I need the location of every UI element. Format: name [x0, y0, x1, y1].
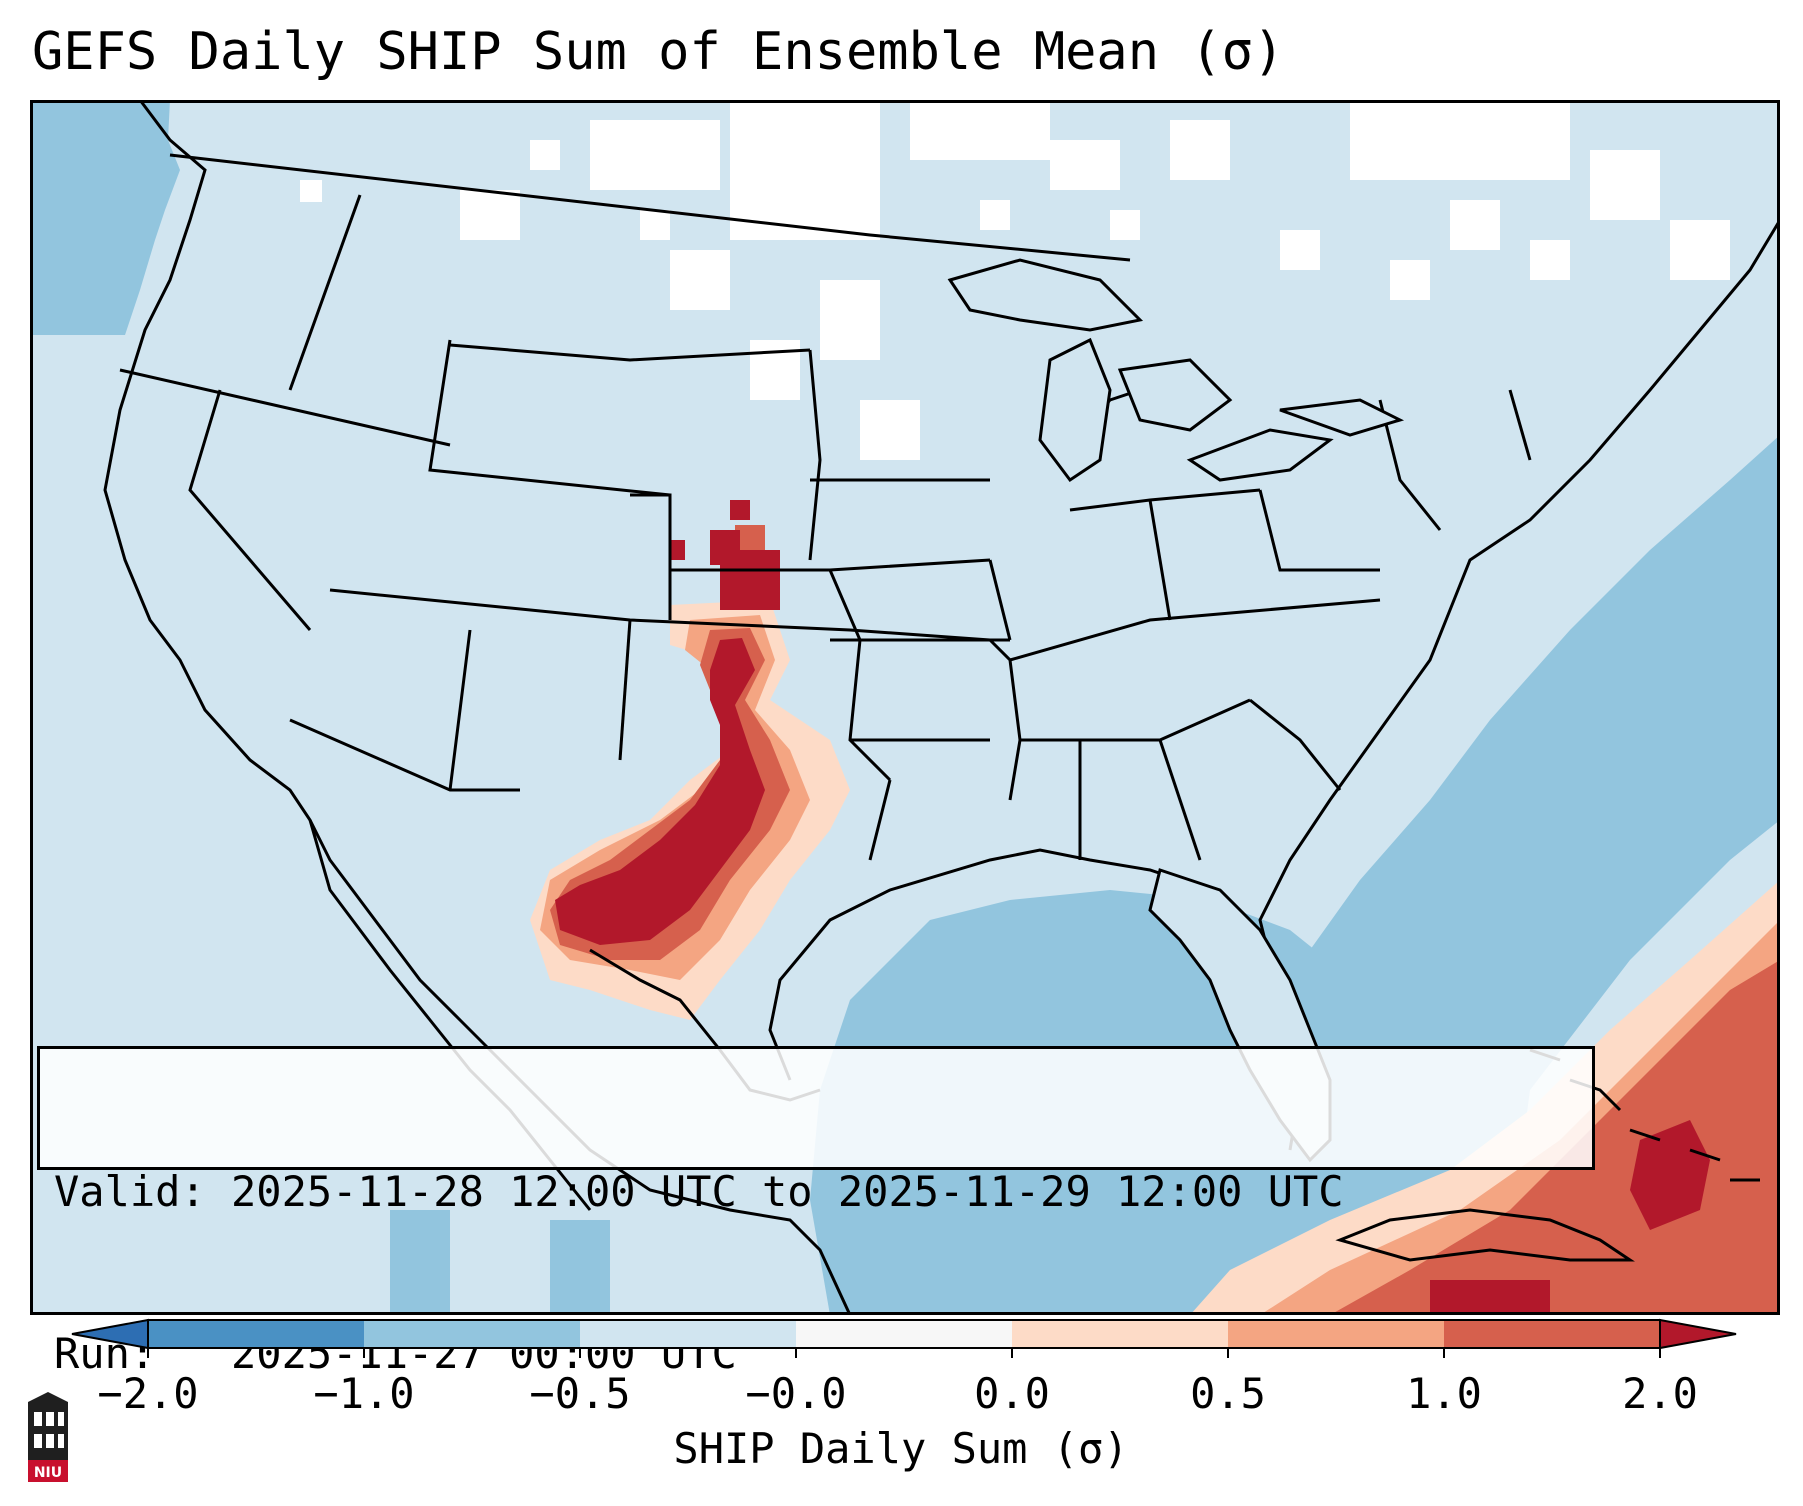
colorbar-tick-label: −0.5: [529, 1369, 630, 1418]
pacific-south-low-anomaly: [390, 1210, 450, 1315]
valid-run-info-box: Valid: 2025-11-28 12:00 UTC to 2025-11-2…: [37, 1046, 1595, 1378]
niu-logo-icon: NIU: [28, 1392, 68, 1482]
chart-title: GEFS Daily SHIP Sum of Ensemble Mean (σ): [32, 22, 1285, 82]
great-lakes: [947, 258, 1405, 483]
colorbar-segment: [580, 1320, 797, 1348]
colorbar-tick-label: 0.0: [974, 1369, 1050, 1418]
pacific-south-low-anomaly-2: [550, 1220, 610, 1315]
pacific-low-anomaly: [30, 100, 180, 335]
colorbar-tick-label: 0.5: [1190, 1369, 1266, 1418]
colorbar-label: SHIP Daily Sum (σ): [673, 1424, 1128, 1473]
colorbar: −2.0 −1.0 −0.5 −0.0 0.0 0.5 1.0 2.0 SHIP Daily …: [71, 1318, 1737, 1473]
caribbean-dark-red-2: [1430, 1280, 1550, 1315]
caribbean-islands: [1335, 1048, 1760, 1262]
caribbean-red: [1330, 960, 1780, 1315]
map-frame: [30, 100, 1780, 1315]
niu-logo-text: NIU: [34, 1465, 62, 1481]
colorbar-segment: [1012, 1320, 1229, 1348]
caribbean-dark-red: [1630, 1120, 1710, 1230]
colorbar-under-extension: [71, 1318, 149, 1350]
colorbar-tick-label: 2.0: [1622, 1369, 1698, 1418]
colorbar-tick-label: −1.0: [313, 1369, 414, 1418]
colorbar-segment: [796, 1320, 1013, 1348]
colorbar-segment: [1444, 1320, 1661, 1348]
north-white-patches: [300, 100, 1730, 460]
colorbar-tick-label: −0.0: [745, 1369, 846, 1418]
state-boundaries: [119, 153, 1532, 861]
colorbar-tick-label: −2.0: [97, 1369, 198, 1418]
colorbar-segment: [1228, 1320, 1445, 1348]
colorbar-frame: [147, 1319, 1661, 1349]
colorbar-segment: [148, 1320, 365, 1348]
valid-time-text: Valid: 2025-11-28 12:00 UTC to 2025-11-2…: [54, 1167, 1344, 1216]
plains-anomaly: [530, 500, 850, 1020]
colorbar-segment: [364, 1320, 581, 1348]
colorbar-tick-label: 1.0: [1406, 1369, 1482, 1418]
colorbar-over-extension: [1659, 1318, 1737, 1350]
